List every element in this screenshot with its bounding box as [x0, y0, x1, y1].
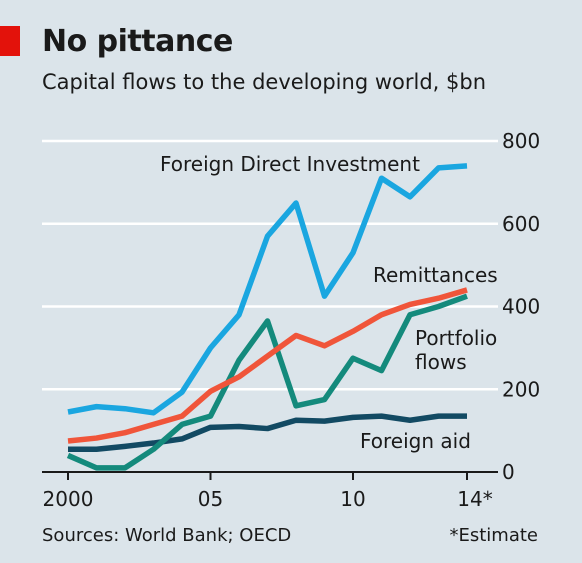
- x-tick-label: 10: [340, 487, 365, 511]
- chart-title: No pittance: [42, 24, 233, 59]
- x-tick-label: 14*: [457, 487, 492, 511]
- series-label-portfolio-flows: Portfolio flows: [415, 326, 497, 374]
- series-line-remittances: [67, 287, 468, 444]
- y-tick-label: 800: [502, 129, 540, 153]
- series-line-foreign-aid: [68, 413, 467, 452]
- series-label-foreign-direct-investment: Foreign Direct Investment: [160, 152, 420, 176]
- series-label-foreign-aid: Foreign aid: [360, 429, 471, 453]
- chart-subtitle: Capital flows to the developing world, $…: [42, 70, 487, 94]
- y-tick-label: 200: [502, 377, 540, 401]
- x-tick-label: 05: [198, 487, 223, 511]
- series-label-remittances: Remittances: [373, 263, 498, 287]
- x-tick-label: 2000: [43, 487, 94, 511]
- y-tick-label: 600: [502, 212, 540, 236]
- series-line-portfolio-flows: [66, 293, 468, 471]
- series-line-foreign-direct-investment: [67, 163, 468, 416]
- brand-tab: [0, 26, 20, 56]
- y-tick-label: 400: [502, 295, 540, 319]
- y-tick-label: 0: [502, 460, 515, 484]
- estimate-note: *Estimate: [449, 525, 538, 546]
- source-note: Sources: World Bank; OECD: [42, 525, 292, 546]
